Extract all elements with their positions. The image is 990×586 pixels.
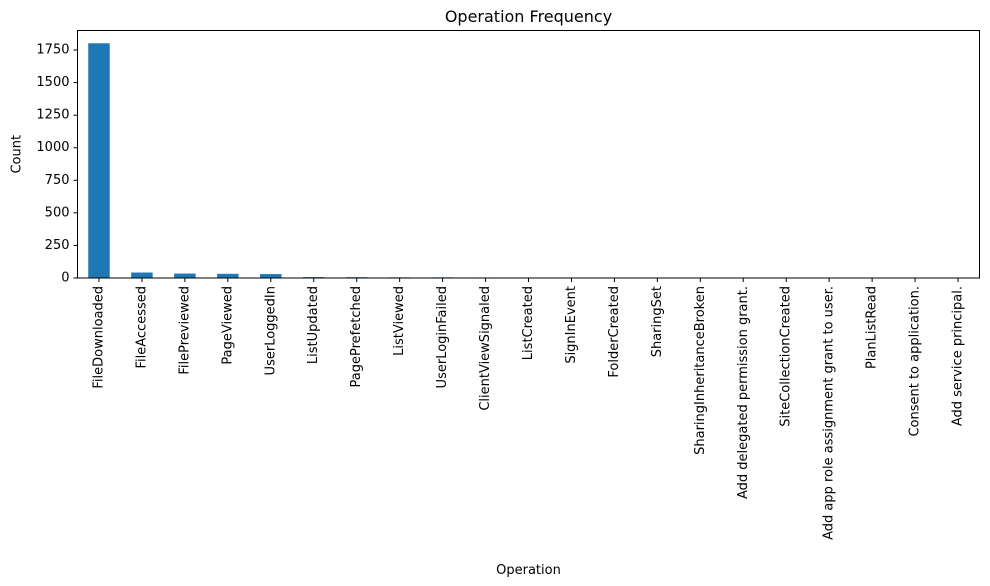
x-tick-label: FolderCreated — [607, 286, 622, 378]
x-tick-label: PlanListRead — [865, 286, 880, 369]
x-tick-label: Add delegated permission grant. — [736, 286, 751, 499]
x-tick-label: FileDownloaded — [91, 286, 106, 389]
y-tick-label: 500 — [45, 205, 70, 220]
x-tick-label: SiteCollectionCreated — [779, 286, 794, 427]
x-tick-label: Consent to application. — [908, 286, 923, 437]
bar — [88, 43, 110, 278]
x-tick-label: UserLoggedIn — [263, 286, 278, 375]
x-tick-label: SharingInheritanceBroken — [693, 286, 708, 455]
x-axis-label: Operation — [496, 563, 561, 578]
y-tick-label: 750 — [45, 173, 70, 188]
bar — [217, 273, 239, 278]
y-tick-label: 1250 — [36, 108, 69, 123]
x-tick-label: FileAccessed — [134, 286, 149, 369]
x-tick-label: ListCreated — [521, 286, 536, 360]
x-tick-label: PagePrefetched — [349, 286, 364, 387]
y-axis-label: Count — [10, 135, 25, 174]
x-tick-label: ListViewed — [392, 286, 407, 356]
x-tick-label: SharingSet — [650, 286, 665, 357]
x-tick-label: ClientViewSignaled — [478, 286, 493, 411]
x-tick-label: FilePreviewed — [177, 286, 192, 375]
chart-title: Operation Frequency — [445, 7, 612, 26]
y-tick-label: 1500 — [36, 75, 69, 90]
bar — [131, 272, 153, 278]
x-tick-label: ListUpdated — [306, 286, 321, 364]
x-tick-label: PageViewed — [220, 286, 235, 365]
bar — [174, 273, 196, 278]
y-tick-label: 1750 — [36, 43, 69, 58]
x-tick-label: UserLoginFailed — [435, 286, 450, 388]
x-tick-label: Add service principal. — [951, 286, 966, 426]
y-tick-label: 1000 — [36, 140, 69, 155]
x-tick-label: SignInEvent — [564, 286, 579, 364]
bar — [260, 274, 282, 278]
y-tick-label: 0 — [61, 271, 69, 286]
y-tick-label: 250 — [45, 238, 70, 253]
x-tick-label: Add app role assignment grant to user. — [822, 286, 837, 540]
